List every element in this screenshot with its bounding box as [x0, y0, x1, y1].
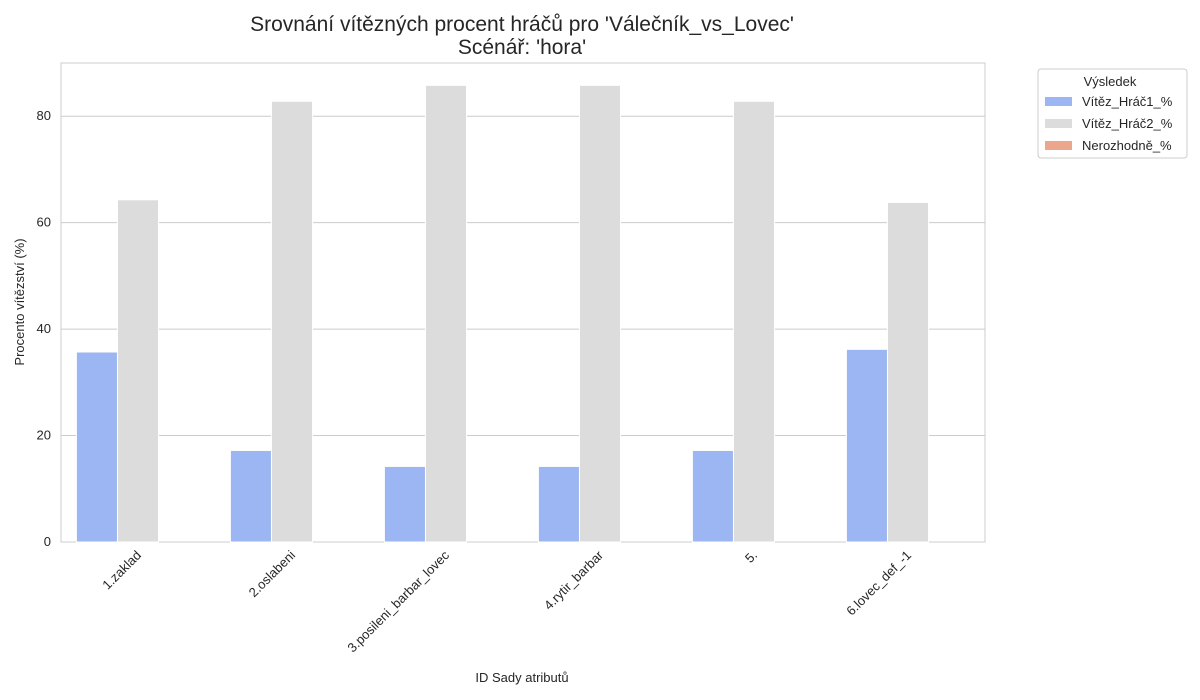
legend-label: Vítěz_Hráč1_% — [1082, 94, 1173, 109]
y-axis-ticks: 0 20 40 60 80 — [37, 108, 51, 549]
legend-swatch — [1045, 97, 1072, 106]
bar-2-2 — [270, 100, 314, 543]
legend-swatch — [1045, 119, 1072, 128]
bar-2-1 — [116, 199, 160, 543]
y-tick-label: 40 — [37, 321, 51, 336]
legend-title: Výsledek — [1084, 74, 1137, 89]
bar-2-3 — [424, 84, 468, 543]
bar-1-5 — [691, 449, 734, 543]
legend: Výsledek Vítěz_Hráč1_% Vítěz_Hráč2_% Neroz… — [1037, 68, 1188, 159]
x-axis-label: ID Sady atributů — [475, 670, 568, 685]
x-tick-label: 6.lovec_def_-1 — [843, 548, 914, 619]
legend-box — [1037, 68, 1188, 159]
bar-1-6 — [845, 348, 888, 543]
plot-area — [60, 62, 986, 543]
bar-1-3 — [383, 465, 426, 543]
x-tick-label: 3.posileni_barbar_lovec — [344, 547, 452, 655]
x-tick-label: 2.oslabeni — [246, 547, 299, 600]
legend-label: Nerozhodně_% — [1082, 138, 1172, 153]
y-tick-label: 60 — [37, 215, 51, 230]
grid-lines — [61, 115, 985, 543]
x-tick-label: 1.zaklad — [99, 548, 144, 593]
bar-2-4 — [578, 84, 622, 543]
y-tick-label: 0 — [44, 534, 51, 549]
x-tick-label: 4.rytir_barbar — [541, 547, 607, 613]
y-tick-label: 20 — [37, 428, 51, 443]
bar-1-4 — [537, 465, 580, 543]
legend-items: Vítěz_Hráč1_% Vítěz_Hráč2_% Nerozhodně_% — [1045, 94, 1173, 153]
chart-subtitle: Scénář: 'hora' — [458, 36, 586, 59]
bar-1-1 — [75, 351, 118, 543]
bar-1-2 — [229, 449, 272, 543]
legend-label: Vítěz_Hráč2_% — [1082, 116, 1173, 131]
legend-swatch — [1045, 141, 1072, 150]
chart-title: Srovnání vítězných procent hráčů pro 'Vá… — [250, 13, 794, 36]
x-axis-ticks: 1.zaklad 2.oslabeni 3.posileni_barbar_love… — [99, 547, 914, 655]
y-tick-label: 80 — [37, 108, 51, 123]
bar-2-6 — [886, 201, 930, 543]
bars — [75, 84, 930, 543]
y-axis-label: Procento vítězství (%) — [12, 238, 27, 365]
bar-2-5 — [732, 100, 776, 543]
x-tick-label: 5. — [742, 548, 760, 566]
